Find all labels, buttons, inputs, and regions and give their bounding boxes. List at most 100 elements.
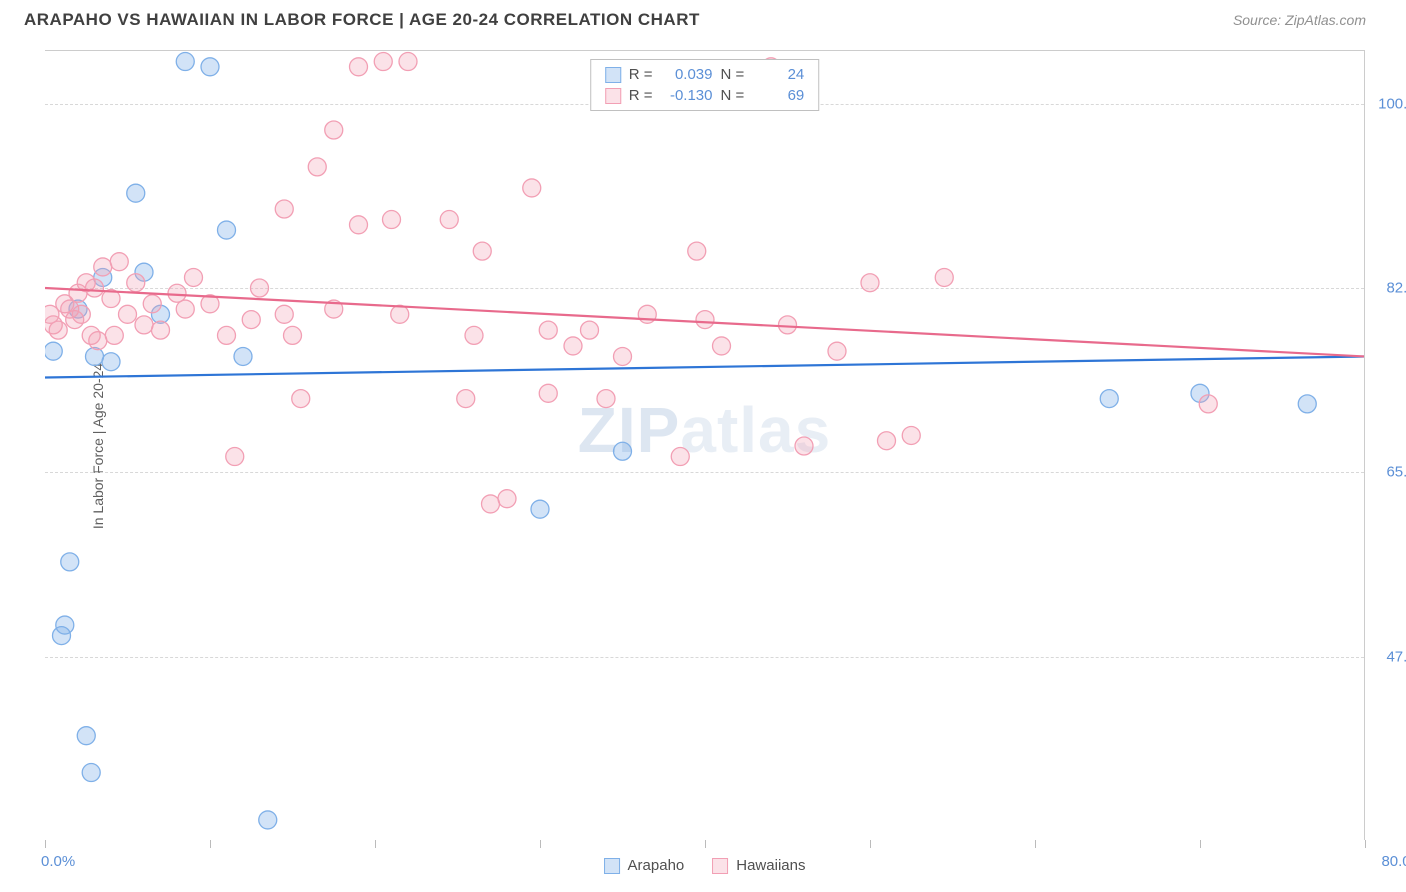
scatter-point (531, 500, 549, 518)
stat-label-r: R = (629, 66, 653, 83)
scatter-point (226, 448, 244, 466)
scatter-point (482, 495, 500, 513)
scatter-point (168, 284, 186, 302)
legend-swatch-arapaho (605, 67, 621, 83)
scatter-point (539, 321, 557, 339)
scatter-point (49, 321, 67, 339)
scatter-point (308, 158, 326, 176)
scatter-point (45, 305, 59, 323)
legend-label-arapaho: Arapaho (628, 857, 685, 874)
x-tick (1035, 840, 1036, 848)
gridline (45, 657, 1364, 658)
trend-line (45, 288, 1364, 356)
scatter-point (383, 211, 401, 229)
scatter-point (581, 321, 599, 339)
scatter-point (902, 426, 920, 444)
scatter-point (688, 242, 706, 260)
scatter-point (1199, 395, 1217, 413)
scatter-point (564, 337, 582, 355)
scatter-point (614, 347, 632, 365)
scatter-point (45, 316, 62, 334)
scatter-point (119, 305, 137, 323)
y-tick-label: 65.0% (1386, 464, 1406, 481)
scatter-point (399, 53, 417, 71)
scatter-point (275, 200, 293, 218)
y-tick-label: 82.5% (1386, 280, 1406, 297)
x-tick-label: 0.0% (41, 853, 75, 870)
scatter-point (1298, 395, 1316, 413)
scatter-point (61, 553, 79, 571)
scatter-point (292, 390, 310, 408)
legend-label-hawaiians: Hawaiians (736, 857, 805, 874)
scatter-point (61, 300, 79, 318)
stat-value-r-arapaho: 0.039 (661, 66, 713, 83)
scatter-point (878, 432, 896, 450)
scatter-point (473, 242, 491, 260)
scatter-point (69, 300, 87, 318)
scatter-point (523, 179, 541, 197)
stats-legend: R = 0.039 N = 24 R = -0.130 N = 69 (590, 59, 820, 111)
y-axis-label: In Labor Force | Age 20-24 (90, 362, 106, 528)
scatter-point (539, 384, 557, 402)
scatter-point (135, 263, 153, 281)
scatter-point (696, 311, 714, 329)
scatter-point (779, 316, 797, 334)
stat-label-n: N = (721, 66, 745, 83)
scatter-point (440, 211, 458, 229)
scatter-point (218, 221, 236, 239)
legend-swatch-hawaiians (712, 858, 728, 874)
scatter-point (275, 305, 293, 323)
scatter-point (259, 811, 277, 829)
scatter-point (53, 627, 71, 645)
scatter-point (861, 274, 879, 292)
scatter-point (45, 342, 62, 360)
scatter-point (152, 305, 170, 323)
y-tick-label: 100.0% (1378, 95, 1406, 112)
x-tick (1200, 840, 1201, 848)
scatter-point (127, 274, 145, 292)
scatter-point (284, 326, 302, 344)
scatter-point (56, 295, 74, 313)
gridline (45, 288, 1364, 289)
x-tick-label: 80.0% (1381, 853, 1406, 870)
scatter-point (82, 764, 100, 782)
scatter-point (638, 305, 656, 323)
scatter-point (242, 311, 260, 329)
scatter-point (94, 268, 112, 286)
chart-area: In Labor Force | Age 20-24 ZIPatlas 47.5… (45, 50, 1365, 840)
scatter-point (185, 268, 203, 286)
scatter-point (201, 58, 219, 76)
scatter-point (498, 490, 516, 508)
scatter-point (325, 121, 343, 139)
scatter-point (152, 321, 170, 339)
x-tick (375, 840, 376, 848)
scatter-point (795, 437, 813, 455)
scatter-point (828, 342, 846, 360)
stats-row-hawaiians: R = -0.130 N = 69 (605, 85, 805, 106)
legend-item-arapaho: Arapaho (604, 857, 685, 874)
scatter-point (935, 268, 953, 286)
scatter-point (56, 616, 74, 634)
scatter-point (127, 184, 145, 202)
stat-value-r-hawaiians: -0.130 (661, 87, 713, 104)
scatter-point (350, 216, 368, 234)
scatter-point (350, 58, 368, 76)
scatter-point (374, 53, 392, 71)
scatter-point (671, 448, 689, 466)
scatter-point (77, 727, 95, 745)
stat-label-r: R = (629, 87, 653, 104)
x-tick (45, 840, 46, 848)
scatter-point (143, 295, 161, 313)
scatter-point (110, 253, 128, 271)
stat-value-n-hawaiians: 69 (752, 87, 804, 104)
scatter-point (69, 284, 87, 302)
trend-line (45, 356, 1364, 377)
scatter-point (325, 300, 343, 318)
gridline (45, 472, 1364, 473)
y-tick-label: 47.5% (1386, 648, 1406, 665)
scatter-point (176, 53, 194, 71)
scatter-point (72, 305, 90, 323)
scatter-point (465, 326, 483, 344)
x-tick (210, 840, 211, 848)
scatter-point (713, 337, 731, 355)
